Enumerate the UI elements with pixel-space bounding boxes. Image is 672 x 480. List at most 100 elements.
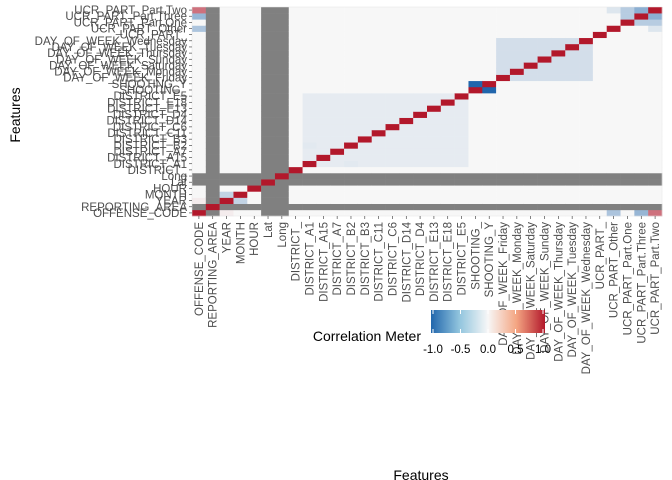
heatmap-cell: [482, 62, 497, 69]
heatmap-cell: [247, 25, 262, 32]
heatmap-cell: [274, 80, 290, 88]
heatmap-cell: [330, 117, 345, 125]
y-tick-label: DISTRICT_B3: [114, 134, 188, 146]
heatmap-cell: [592, 43, 607, 51]
heatmap-cell: [523, 74, 538, 82]
heatmap-cell: [523, 179, 538, 186]
heatmap-cell: [205, 123, 220, 131]
heatmap-cell: [316, 203, 331, 211]
heatmap-cell: [606, 142, 621, 149]
heatmap-cell: [606, 179, 621, 186]
heatmap-cell: [316, 142, 331, 149]
heatmap-cell: [274, 62, 290, 69]
heatmap-cell: [371, 123, 386, 131]
heatmap-cell: [537, 209, 552, 217]
heatmap-cell: [247, 185, 262, 192]
heatmap-cell: [371, 68, 386, 75]
heatmap-cell: [247, 99, 262, 106]
heatmap-cell: [192, 86, 207, 94]
heatmap-cell: [219, 117, 234, 125]
heatmap-cell: [551, 68, 566, 75]
heatmap-cell: [219, 99, 234, 106]
heatmap-cell: [509, 148, 525, 155]
heatmap-cell: [233, 142, 248, 149]
x-tick-label: DISTRICT_B3: [360, 222, 372, 296]
y-tick-label: DAY_OF_WEEK_Saturday: [49, 60, 187, 72]
heatmap-cell: [261, 56, 276, 63]
heatmap-cell: [192, 123, 207, 131]
heatmap-cell: [523, 160, 538, 168]
heatmap-cell: [551, 154, 566, 161]
heatmap-cell: [482, 111, 497, 118]
heatmap-cell: [648, 31, 663, 39]
heatmap-cell: [620, 148, 635, 155]
heatmap-cell: [634, 136, 649, 143]
heatmap-cell: [551, 62, 566, 69]
heatmap-cell: [247, 191, 262, 198]
y-axis-title: Features: [7, 87, 23, 142]
heatmap-cell: [261, 25, 276, 32]
heatmap-cell: [648, 56, 663, 63]
heatmap-cell: [509, 172, 525, 180]
heatmap-cell: [620, 86, 635, 94]
heatmap-cell: [302, 136, 317, 143]
heatmap-cell: [565, 74, 580, 82]
heatmap-cell: [496, 197, 511, 205]
heatmap-cell: [261, 166, 276, 174]
heatmap-cell: [482, 50, 497, 57]
heatmap-cell: [620, 111, 635, 118]
heatmap-cell: [288, 62, 303, 69]
heatmap-cell: [440, 13, 455, 20]
heatmap-cell: [357, 56, 372, 63]
x-tick-labels: OFFENSE_CODE REPORTING_AREA YEAR MONTH HOUR L…: [194, 216, 662, 374]
heatmap-cell: [551, 166, 566, 174]
heatmap-cell: [192, 136, 207, 143]
heatmap-cell: [509, 154, 525, 161]
heatmap-cell: [592, 148, 607, 155]
heatmap-cell: [468, 62, 483, 69]
heatmap-cell: [648, 105, 663, 112]
heatmap-cell: [523, 191, 538, 198]
heatmap-cell: [371, 99, 386, 106]
heatmap-cell: [537, 56, 552, 63]
heatmap-cell: [274, 93, 290, 100]
x-tick-label: UCR_PART_Part.Three: [636, 222, 648, 344]
heatmap-cell: [413, 197, 428, 205]
heatmap-cell: [385, 197, 400, 205]
y-tick-label: DISTRICT_E18: [107, 97, 187, 109]
heatmap-cell: [551, 25, 566, 32]
heatmap-cell: [509, 43, 525, 51]
heatmap-cell: [440, 99, 455, 106]
heatmap-cell: [192, 99, 207, 106]
heatmap-cell: [274, 43, 290, 51]
heatmap-cell: [192, 25, 207, 32]
heatmap-cell: [551, 209, 566, 217]
heatmap-cell: [274, 179, 290, 186]
heatmap-cell: [413, 166, 428, 174]
heatmap-cell: [606, 191, 621, 198]
heatmap-cell: [316, 154, 331, 161]
heatmap-cell: [620, 142, 635, 149]
heatmap-cell: [648, 148, 663, 155]
heatmap-cell: [606, 129, 621, 137]
heatmap-cell: [247, 154, 262, 161]
y-tick-label: DAY_OF_WEEK_Tuesday: [52, 42, 188, 54]
heatmap-cell: [205, 154, 220, 161]
heatmap-cell: [620, 179, 635, 186]
heatmap-cell: [523, 37, 538, 45]
heatmap-cell: [357, 19, 372, 26]
heatmap-cell: [330, 105, 345, 112]
heatmap-cell: [606, 7, 621, 14]
heatmap-cell: [537, 136, 552, 143]
heatmap-cell: [606, 19, 621, 26]
heatmap-cell: [371, 13, 386, 20]
heatmap-cell: [302, 56, 317, 63]
heatmap-cell: [302, 86, 317, 94]
heatmap-cell: [565, 56, 580, 63]
heatmap-cell: [316, 93, 331, 100]
heatmap-cell: [648, 7, 663, 14]
heatmap-cell: [330, 80, 345, 88]
heatmap-cell: [509, 209, 525, 217]
x-tick-label: DAY_OF_WEEK_Saturday: [526, 222, 538, 360]
heatmap-cell: [274, 86, 290, 94]
